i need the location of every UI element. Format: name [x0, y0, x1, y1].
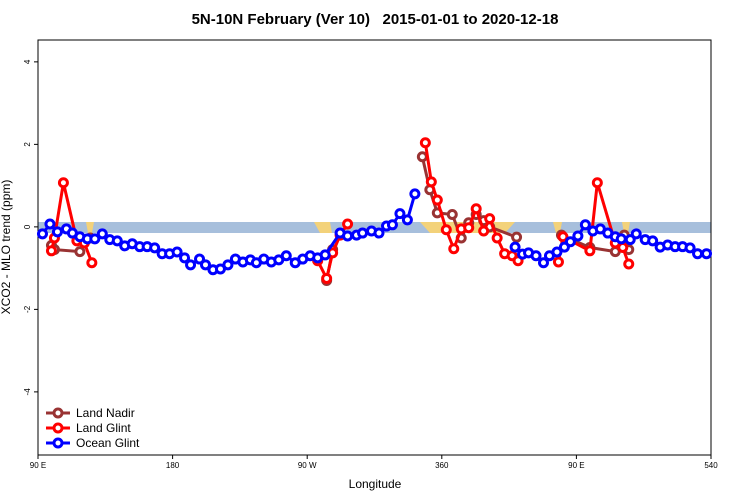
point — [86, 257, 98, 269]
point — [448, 243, 460, 255]
x-tick-label: 90 E — [568, 461, 584, 470]
point — [96, 228, 108, 240]
point — [111, 235, 123, 247]
point — [572, 230, 584, 242]
point — [701, 248, 713, 260]
point — [564, 236, 576, 248]
point — [530, 250, 542, 262]
land-patch — [314, 222, 332, 233]
y-tick-label: 2 — [23, 142, 32, 147]
x-tick-label: 90 E — [30, 461, 46, 470]
point — [51, 226, 63, 238]
point — [551, 246, 563, 258]
point — [425, 176, 437, 188]
x-tick-label: 360 — [435, 461, 449, 470]
land-patch — [86, 222, 94, 233]
y-tick-label: -4 — [23, 388, 32, 396]
point — [36, 228, 48, 240]
point — [280, 250, 292, 262]
y-tick-label: -2 — [23, 305, 32, 313]
point — [44, 218, 56, 230]
point — [509, 241, 521, 253]
point — [149, 242, 161, 254]
point — [463, 222, 475, 234]
point — [409, 188, 421, 200]
point — [491, 232, 503, 244]
point — [401, 214, 413, 226]
legend-label: Land Glint — [76, 421, 131, 435]
legend-marker — [52, 422, 64, 434]
point — [684, 242, 696, 254]
point — [416, 151, 428, 163]
y-tick-label: 0 — [23, 224, 32, 229]
point — [552, 256, 564, 268]
point — [419, 137, 431, 149]
x-axis-title: Longitude — [349, 477, 402, 491]
point — [584, 245, 596, 257]
point — [45, 245, 57, 257]
point — [557, 231, 569, 243]
point — [386, 219, 398, 231]
point — [579, 219, 591, 231]
x-tick-label: 90 W — [298, 461, 317, 470]
y-axis-title: XCO2 - MLO trend (ppm) — [0, 180, 13, 315]
point — [321, 272, 333, 284]
point — [511, 231, 523, 243]
point — [89, 233, 101, 245]
point — [179, 252, 191, 264]
point — [394, 208, 406, 220]
plot-frame — [37, 39, 712, 456]
legend-label: Ocean Glint — [76, 436, 140, 450]
x-tick-label: 540 — [704, 461, 718, 470]
point — [478, 225, 490, 237]
point — [692, 248, 704, 260]
point — [373, 227, 385, 239]
point — [342, 230, 354, 242]
legend-marker — [52, 437, 64, 449]
legend-marker — [52, 407, 64, 419]
point — [647, 235, 659, 247]
point — [342, 218, 354, 230]
point — [537, 257, 549, 269]
point — [171, 246, 183, 258]
point — [431, 194, 443, 206]
point — [623, 258, 635, 270]
x-tick-label: 180 — [166, 461, 180, 470]
point — [617, 242, 629, 253]
point — [630, 228, 642, 240]
point — [185, 259, 197, 271]
point — [484, 213, 496, 225]
y-tick-label: 4 — [23, 59, 32, 64]
legend-label: Land Nadir — [76, 406, 135, 420]
point — [470, 203, 482, 215]
point — [440, 224, 452, 236]
point — [74, 246, 86, 258]
point — [200, 259, 212, 271]
point — [446, 208, 458, 220]
point — [222, 259, 234, 271]
point — [319, 249, 331, 261]
point — [357, 227, 369, 239]
point — [57, 177, 69, 189]
point — [615, 233, 627, 245]
point — [591, 177, 603, 189]
chart-title: 5N-10N February (Ver 10) 2015-01-01 to 2… — [192, 11, 559, 28]
